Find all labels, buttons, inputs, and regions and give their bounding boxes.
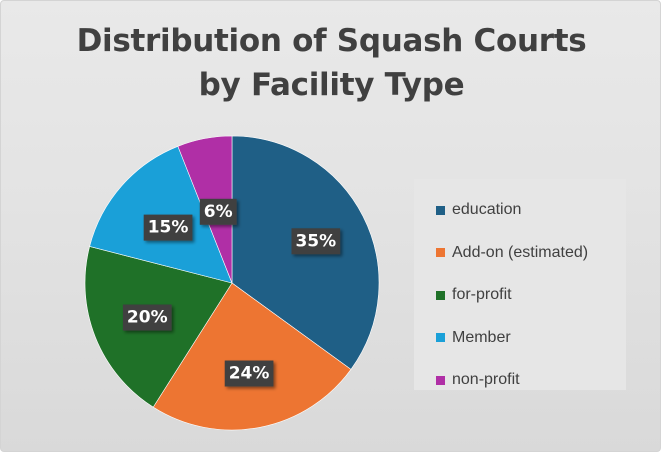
- legend-label-member: Member: [452, 328, 511, 346]
- legend-item-for-profit: for-profit: [414, 274, 626, 317]
- data-label-box-add-on-estimated: [224, 360, 274, 387]
- legend-label-for-profit: for-profit: [452, 286, 512, 304]
- legend-swatch-add-on: [436, 248, 445, 258]
- data-label-box-for-profit: [122, 304, 172, 331]
- data-label-text-education: 35%: [295, 231, 336, 251]
- chart-legend: education Add-on (estimated) for-profit …: [414, 179, 626, 390]
- data-label-box-member: [143, 214, 193, 241]
- legend-item-member: Member: [414, 317, 626, 360]
- data-label-non-profit: 6%: [199, 198, 237, 225]
- chart-title-line-2: by Facility Type: [198, 67, 465, 103]
- data-label-text-member: 15%: [148, 218, 189, 238]
- legend-item-add-on: Add-on (estimated): [414, 232, 626, 275]
- legend-swatch-non-profit: [436, 375, 445, 385]
- data-label-text-add-on-estimated: 24%: [229, 364, 270, 384]
- data-label-text-for-profit: 20%: [127, 308, 168, 328]
- data-label-education: 35%: [291, 228, 341, 255]
- data-label-box-non-profit: [199, 198, 237, 225]
- legend-item-non-profit: non-profit: [414, 359, 626, 402]
- data-label-box-education: [291, 228, 341, 255]
- legend-label-non-profit: non-profit: [452, 371, 520, 389]
- data-label-for-profit: 20%: [122, 304, 172, 331]
- legend-label-education: education: [452, 201, 522, 219]
- data-label-member: 15%: [143, 214, 193, 241]
- legend-swatch-member: [436, 333, 445, 343]
- legend-swatch-for-profit: [436, 290, 445, 300]
- chart-title-line-1: Distribution of Squash Courts: [76, 23, 587, 59]
- data-label-add-on-estimated: 24%: [224, 360, 274, 387]
- chart-title: Distribution of Squash Courts by Facilit…: [1, 19, 660, 107]
- legend-swatch-education: [436, 205, 445, 215]
- data-label-text-non-profit: 6%: [204, 202, 233, 222]
- legend-item-education: education: [414, 189, 626, 232]
- pie-data-labels: 35% 24% 20% 15% 6%: [122, 198, 341, 387]
- legend-label-add-on: Add-on (estimated): [452, 243, 589, 261]
- pie-slice-add-on-estimated: [152, 282, 352, 431]
